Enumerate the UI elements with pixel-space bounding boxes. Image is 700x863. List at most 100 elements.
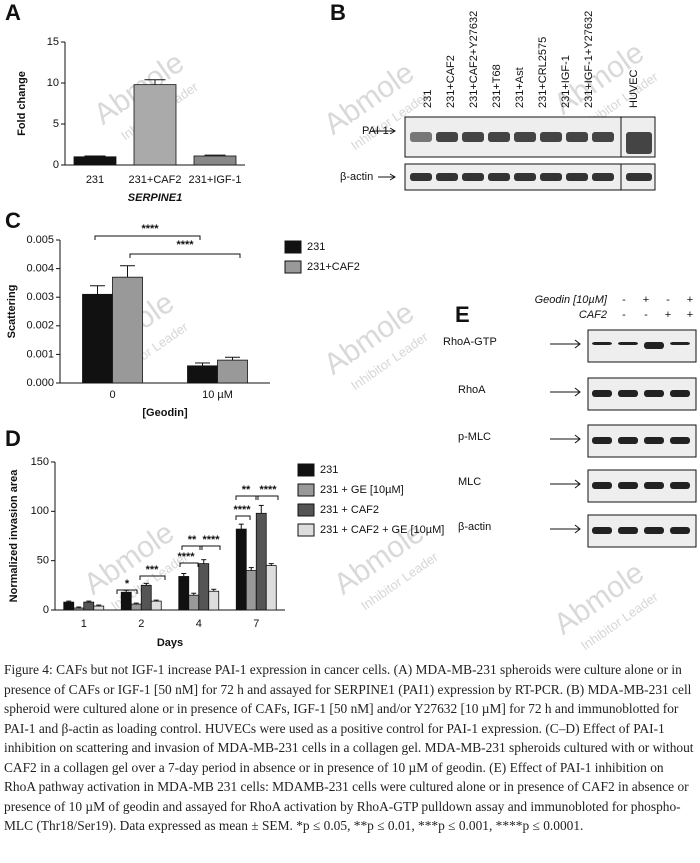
bar xyxy=(245,570,257,611)
band xyxy=(592,132,614,142)
caption: Figure 4: CAFs but not IGF-1 increase PA… xyxy=(4,662,694,833)
significance-bracket xyxy=(181,545,203,550)
bar xyxy=(187,365,218,384)
bar xyxy=(150,600,162,611)
y-tick-label: 0 xyxy=(53,159,59,171)
y-tick-label: 0.003 xyxy=(26,291,54,303)
y-tick-label: 150 xyxy=(31,456,49,468)
band xyxy=(618,437,638,444)
significance-bracket xyxy=(129,253,241,258)
legend-label: 231 + CAF2 + GE [10µM] xyxy=(320,524,444,536)
band xyxy=(618,482,638,489)
y-tick-label: 0.001 xyxy=(26,348,54,360)
y-tick-label: 50 xyxy=(37,555,49,567)
band xyxy=(410,173,432,181)
significance-label: ** xyxy=(242,484,251,496)
row-label: MLC xyxy=(458,476,481,488)
row-label: β-actin xyxy=(340,171,373,183)
y-tick-label: 5 xyxy=(53,118,59,130)
legend-label: 231 + CAF2 xyxy=(320,504,379,516)
legend-label: 231 xyxy=(320,464,338,476)
band xyxy=(540,132,562,142)
significance-label: ** xyxy=(188,534,197,546)
arrow xyxy=(550,339,581,349)
bar xyxy=(130,603,142,611)
row-label: RhoA xyxy=(458,384,486,396)
band xyxy=(592,390,612,397)
band xyxy=(462,173,484,181)
band xyxy=(618,342,638,345)
significance-label: **** xyxy=(202,534,220,546)
x-axis-label: SERPINE1 xyxy=(128,192,182,204)
significance-label: **** xyxy=(233,504,251,516)
legend-label: 231 + GE [10µM] xyxy=(320,484,404,496)
x-tick-label: 231 xyxy=(86,174,104,186)
lane-label: 231+CAF2 xyxy=(445,55,457,108)
band xyxy=(488,173,510,181)
arrow xyxy=(550,479,581,489)
band xyxy=(644,390,664,397)
significance-label: **** xyxy=(141,223,159,235)
band xyxy=(644,482,664,489)
bar xyxy=(265,565,277,611)
band xyxy=(644,342,664,349)
condition-label: CAF2 xyxy=(579,309,607,321)
bar xyxy=(73,607,85,611)
y-tick-label: 0.005 xyxy=(26,234,54,246)
lane-label: 231+IGF-1+Y27632 xyxy=(583,11,595,108)
band xyxy=(514,132,536,142)
x-tick-label: 2 xyxy=(138,618,144,630)
legend-swatch xyxy=(297,503,315,517)
bar xyxy=(83,601,95,611)
legend-label: 231+CAF2 xyxy=(307,261,360,273)
bar xyxy=(217,359,248,384)
bar xyxy=(140,584,152,611)
bar xyxy=(178,576,190,611)
band xyxy=(670,437,690,444)
significance-bracket xyxy=(94,235,201,240)
legend-swatch xyxy=(284,240,302,254)
band xyxy=(670,527,690,534)
band xyxy=(540,173,562,181)
legend-swatch xyxy=(284,260,302,274)
band xyxy=(592,527,612,534)
significance-bracket xyxy=(199,545,221,550)
panel-letter: C xyxy=(5,208,21,233)
band xyxy=(670,342,690,345)
significance-label: **** xyxy=(177,551,195,563)
band xyxy=(618,390,638,397)
condition-sign: + xyxy=(665,309,671,321)
panel-letter: A xyxy=(5,0,21,25)
legend-label: 231 xyxy=(307,241,325,253)
arrow xyxy=(550,434,581,444)
condition-sign: - xyxy=(622,309,626,321)
panel-letter: D xyxy=(5,426,21,451)
bar xyxy=(255,512,267,611)
lane-label: 231+Ast xyxy=(514,67,526,108)
significance-bracket xyxy=(235,495,259,500)
panel-letter: B xyxy=(330,0,346,25)
band xyxy=(566,132,588,142)
legend-swatch xyxy=(297,463,315,477)
x-tick-label: 7 xyxy=(253,618,259,630)
bar xyxy=(133,84,177,166)
band xyxy=(592,482,612,489)
arrow xyxy=(378,173,396,181)
band xyxy=(514,173,536,181)
condition-sign: + xyxy=(687,309,693,321)
x-tick-label: 10 µM xyxy=(202,389,233,401)
band xyxy=(626,132,652,154)
y-axis-label: Fold change xyxy=(16,71,28,136)
bar xyxy=(73,156,117,166)
bar xyxy=(93,605,105,611)
significance-bracket xyxy=(116,589,138,594)
band xyxy=(436,173,458,181)
band xyxy=(644,527,664,534)
bar xyxy=(208,590,220,611)
band xyxy=(670,390,690,397)
y-tick-label: 0.000 xyxy=(26,377,54,389)
y-axis-label: Normalized invasion area xyxy=(8,469,20,603)
significance-label: *** xyxy=(146,564,160,576)
band xyxy=(618,527,638,534)
arrow xyxy=(550,524,581,534)
